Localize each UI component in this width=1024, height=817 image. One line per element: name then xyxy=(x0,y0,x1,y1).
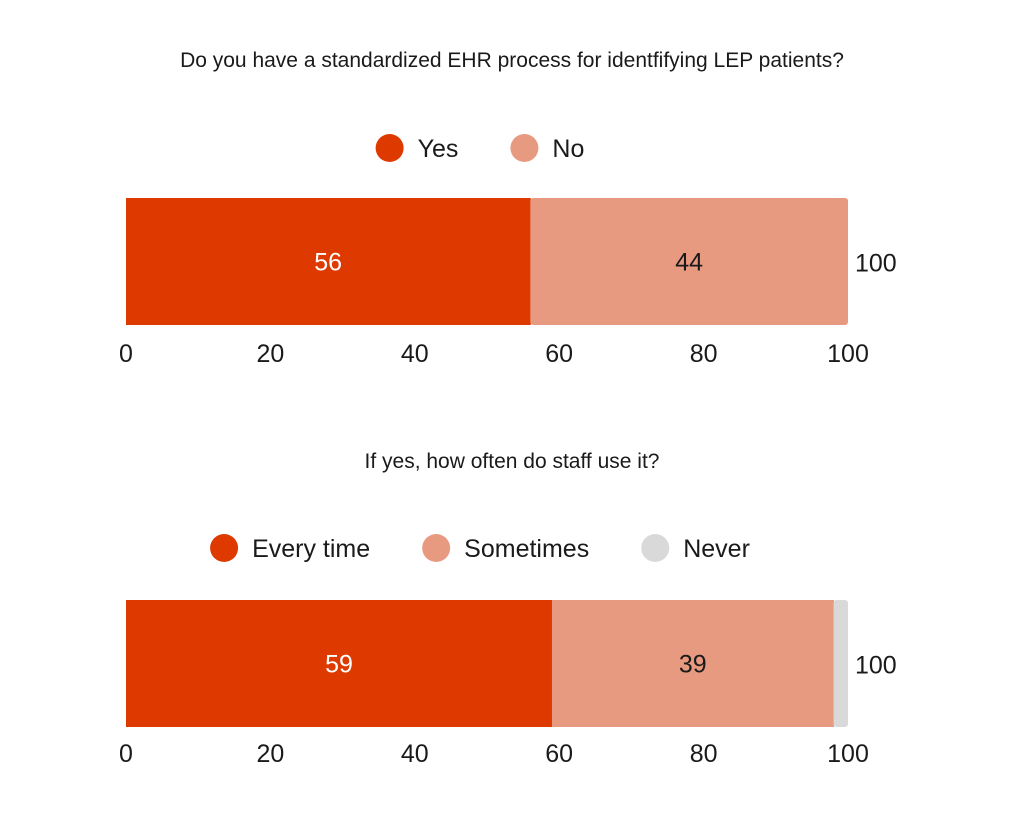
chart-1-tick-label-6: 100 xyxy=(827,340,869,368)
chart-1-legend-swatch-1 xyxy=(375,134,404,162)
chart-2-total-label: 100 xyxy=(855,652,897,680)
chart-1-legend-label-1: Yes xyxy=(418,135,459,163)
chart-2-tick-label-5: 80 xyxy=(690,740,718,768)
chart-1-bar-segment-1 xyxy=(126,198,531,325)
chart-2-bar-label-2: 39 xyxy=(679,651,707,679)
chart-2-legend-label-1: Every time xyxy=(252,535,370,563)
chart-2-bar-label-1: 59 xyxy=(325,651,353,679)
chart-2-legend: Every time Sometimes Never xyxy=(210,534,750,563)
chart-1-tick-label-4: 60 xyxy=(545,340,573,368)
chart-2-tick-label-3: 40 xyxy=(401,740,429,768)
chart-1-legend-swatch-2 xyxy=(510,134,539,162)
chart-2-tick-label-1: 0 xyxy=(119,740,133,768)
chart-1-bar-segment-2 xyxy=(530,198,848,325)
chart-2-title: If yes, how often do staff use it? xyxy=(365,450,660,473)
chart-2-bar-segment-1 xyxy=(126,600,553,727)
chart-2-bar-segment-2 xyxy=(551,600,835,727)
chart-1-tick-label-5: 80 xyxy=(690,340,718,368)
chart-2-legend-swatch-1 xyxy=(210,534,239,562)
chart-1-tick-label-2: 20 xyxy=(256,340,284,368)
chart-1-tick-label-1: 0 xyxy=(119,340,133,368)
chart-2-bar-segment-3 xyxy=(833,600,848,727)
chart-2-legend-label-3: Never xyxy=(683,535,750,563)
chart-1-legend: Yes No xyxy=(375,134,584,163)
chart-2-legend-swatch-2 xyxy=(422,534,451,562)
chart-2-legend-swatch-3 xyxy=(641,534,670,562)
chart-2-tick-label-4: 60 xyxy=(545,740,573,768)
chart-2-legend-label-2: Sometimes xyxy=(464,535,589,563)
chart-1-title: Do you have a standardized EHR process f… xyxy=(180,49,844,72)
chart-1-total-label: 100 xyxy=(855,250,897,278)
chart-1-bar-label-1: 56 xyxy=(314,249,342,277)
chart-1-tick-label-3: 40 xyxy=(401,340,429,368)
chart-2-tick-label-2: 20 xyxy=(256,740,284,768)
chart-2-tick-label-6: 100 xyxy=(827,740,869,768)
chart-1-legend-label-2: No xyxy=(552,135,584,163)
chart-1-bar-label-2: 44 xyxy=(675,249,703,277)
